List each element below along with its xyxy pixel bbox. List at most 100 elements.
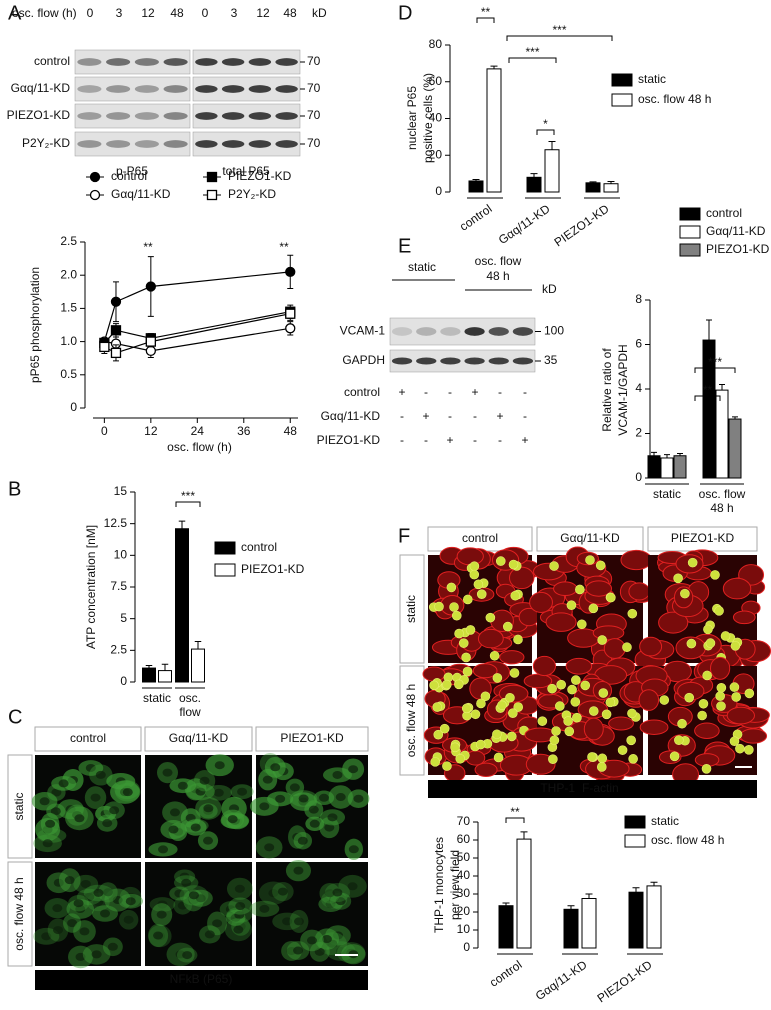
monocyte [450,742,460,753]
y-tick-label: 0 [435,184,442,198]
error-bar [161,663,169,671]
band [275,112,298,120]
legend-label: P2Y₂-KD [228,187,276,201]
column-header [34,726,142,752]
legend-swatch [214,541,236,555]
endothelial-cell [565,657,593,675]
column-label: control [70,731,106,745]
band [195,85,218,93]
band [221,85,245,93]
monocyte [469,569,480,580]
bar [563,908,579,949]
row-label: osc. flow 48 h [404,684,418,757]
monocyte [442,761,452,771]
row-label: Gαq/11-KD [11,81,71,95]
series-line [103,311,291,344]
endothelial-cell [529,591,553,613]
row-header [7,754,33,859]
data-point [145,281,156,292]
band [248,85,272,93]
monocyte [449,602,459,612]
nucleus [39,797,50,806]
endothelial-cell [639,719,669,735]
treatment-sign: + [471,385,478,399]
nucleus [314,947,325,956]
band [134,112,159,120]
x-tick-label: static [143,691,171,705]
monocyte [680,588,690,599]
treatment-sign: - [400,409,404,423]
nucleus [293,946,304,955]
treatment-sign: + [446,433,453,447]
monocyte [606,592,616,603]
nucleus [52,904,63,913]
bar [544,149,560,193]
monocyte [622,642,632,653]
text-line: osc. flow [699,487,746,501]
endothelial-cell [608,716,634,731]
nucleus [335,793,346,802]
monocyte [461,652,471,663]
nucleus [332,770,343,779]
nucleus [156,910,167,919]
nucleus [93,898,104,907]
nucleus [122,788,133,797]
column-header [255,726,369,752]
nucleus [259,904,270,913]
nucleus [234,884,245,893]
y-tick-label: 40 [457,868,471,882]
nucleus [298,794,309,803]
nucleus [234,910,245,919]
kd-marker: 35 [544,353,558,367]
monocyte [686,638,697,649]
row-label: P2Y₂-KD [22,136,70,150]
significance-bracket [536,129,555,135]
endothelial-cell [553,581,578,597]
monocyte [509,668,520,678]
significance-bracket [505,817,525,823]
bar [702,339,716,479]
nucleus [58,779,69,788]
band [391,327,413,336]
legend-label: control [111,169,147,183]
monocyte [470,709,481,720]
nucleus [293,917,304,926]
blot-name: p-P65 [116,164,148,178]
endothelial-cell [694,722,720,739]
significance-bracket [694,367,736,373]
bar [660,457,674,479]
nucleus [102,888,113,897]
endothelial-cell [477,628,504,649]
significance-label: ** [143,240,153,254]
monocyte [551,726,561,736]
y-tick-label: 0 [635,470,642,484]
error-bar [651,451,657,456]
treatment-label: PIEZO1-KD [317,433,381,447]
treatment-label: control [344,385,380,399]
text-line: 48 h [710,501,733,515]
monocyte [455,753,466,764]
treatment-sign: - [448,385,452,399]
nucleus [327,813,338,822]
treatment-label: Gαq/11-KD [321,409,381,423]
blot-name: total P65 [222,164,270,178]
y-axis-label: pP65 phosphorylation [28,267,42,383]
nucleus [53,878,64,887]
monocyte [744,688,755,699]
y-tick-label: 80 [429,37,443,51]
nucleus [153,931,164,940]
monocyte [628,754,638,764]
text-line: flow [179,705,201,719]
band [275,58,298,66]
y-tick-label: 8 [635,292,642,306]
monocyte [432,702,443,712]
monocyte [563,716,573,726]
band [248,58,272,66]
band [221,140,245,148]
nucleus [297,836,308,845]
row-label: osc. flow 48 h [12,877,26,950]
x-tick-label: osc. flow [179,691,201,719]
significance-bracket [476,17,495,23]
y-axis-label: per view field [448,850,462,920]
